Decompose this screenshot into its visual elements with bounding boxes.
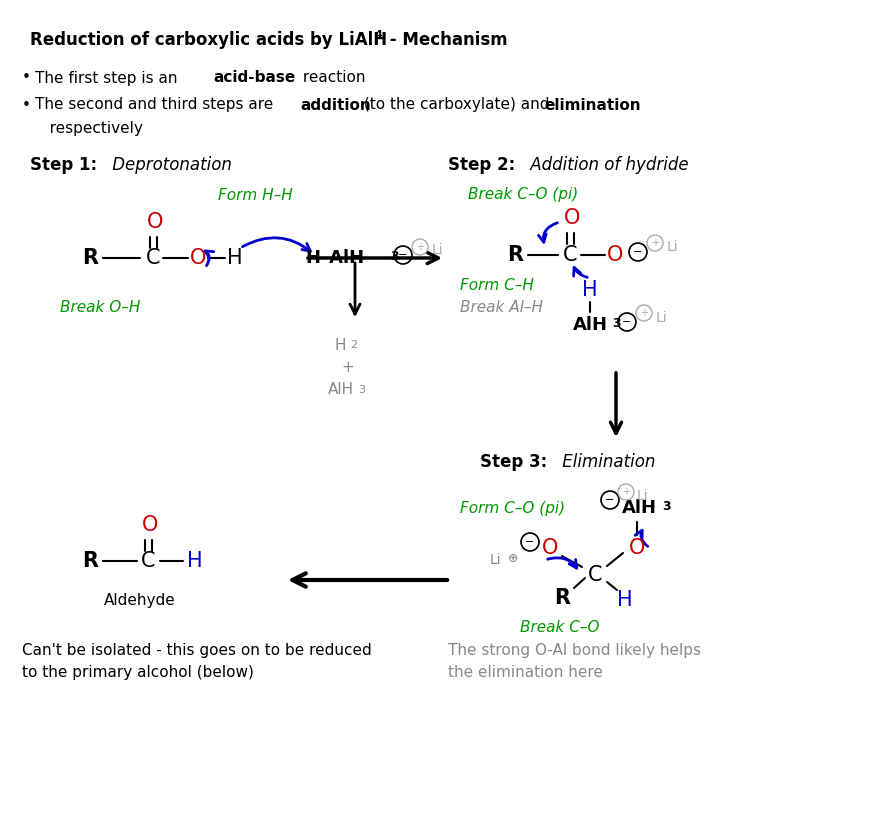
Text: H: H bbox=[617, 590, 633, 610]
Text: The strong O-Al bond likely helps: The strong O-Al bond likely helps bbox=[448, 642, 701, 657]
Text: the elimination here: the elimination here bbox=[448, 665, 603, 680]
Text: ⊕: ⊕ bbox=[508, 551, 519, 564]
Text: AlH: AlH bbox=[573, 316, 608, 334]
Text: Addition of hydride: Addition of hydride bbox=[525, 156, 689, 174]
Text: R: R bbox=[554, 588, 570, 608]
Text: AlH: AlH bbox=[328, 383, 354, 398]
Text: 2: 2 bbox=[350, 340, 358, 350]
Text: to the primary alcohol (below): to the primary alcohol (below) bbox=[22, 665, 254, 680]
Text: 3: 3 bbox=[390, 250, 399, 263]
Text: Li: Li bbox=[490, 553, 501, 567]
Text: Li: Li bbox=[667, 240, 678, 254]
Text: The second and third steps are: The second and third steps are bbox=[35, 97, 278, 113]
Text: C: C bbox=[140, 551, 155, 571]
Text: O: O bbox=[142, 515, 158, 535]
Text: Form C–O (pi): Form C–O (pi) bbox=[460, 500, 565, 515]
Text: R: R bbox=[82, 551, 98, 571]
Text: acid-base: acid-base bbox=[213, 71, 296, 85]
Text: Form C–H: Form C–H bbox=[460, 277, 534, 292]
Text: Break C–O (pi): Break C–O (pi) bbox=[468, 188, 578, 203]
Text: −: − bbox=[633, 247, 643, 257]
Text: addition: addition bbox=[300, 97, 371, 113]
Text: (to the carboxylate) and: (to the carboxylate) and bbox=[359, 97, 555, 113]
Text: Break C–O: Break C–O bbox=[521, 621, 600, 636]
Text: Li: Li bbox=[432, 243, 444, 257]
Text: Reduction of carboxylic acids by LiAlH: Reduction of carboxylic acids by LiAlH bbox=[30, 31, 387, 49]
Text: +: + bbox=[416, 242, 424, 252]
Text: Elimination: Elimination bbox=[557, 453, 656, 471]
Text: O: O bbox=[542, 538, 558, 558]
Text: 3: 3 bbox=[662, 500, 671, 513]
Text: −: − bbox=[525, 537, 535, 547]
Text: Deprotonation: Deprotonation bbox=[107, 156, 232, 174]
Text: Aldehyde: Aldehyde bbox=[104, 593, 176, 608]
Text: −: − bbox=[623, 317, 631, 327]
Text: Form H–H: Form H–H bbox=[218, 188, 292, 203]
Text: R: R bbox=[507, 245, 523, 265]
Text: Can't be isolated - this goes on to be reduced: Can't be isolated - this goes on to be r… bbox=[22, 642, 371, 657]
Text: Break Al–H: Break Al–H bbox=[460, 300, 543, 315]
Text: C: C bbox=[146, 248, 160, 268]
Text: 3: 3 bbox=[358, 385, 365, 395]
Text: 3: 3 bbox=[612, 317, 621, 330]
Text: O: O bbox=[190, 248, 206, 268]
Text: R: R bbox=[82, 248, 98, 268]
Text: •: • bbox=[22, 71, 31, 85]
Text: Step 3:: Step 3: bbox=[480, 453, 548, 471]
Text: Li: Li bbox=[656, 311, 668, 325]
Text: Step 2:: Step 2: bbox=[448, 156, 515, 174]
Text: +: + bbox=[342, 360, 354, 375]
Text: H–AlH: H–AlH bbox=[305, 249, 364, 267]
Text: O: O bbox=[564, 208, 580, 228]
Text: H: H bbox=[334, 338, 346, 353]
Text: •: • bbox=[22, 97, 31, 113]
Text: Step 1:: Step 1: bbox=[30, 156, 97, 174]
Text: 4: 4 bbox=[374, 30, 382, 40]
Text: +: + bbox=[640, 308, 648, 318]
Text: +: + bbox=[622, 487, 630, 497]
Text: O: O bbox=[607, 245, 623, 265]
Text: O: O bbox=[629, 538, 645, 558]
Text: C: C bbox=[588, 565, 603, 585]
Text: H: H bbox=[187, 551, 203, 571]
Text: AlH: AlH bbox=[622, 499, 657, 517]
Text: - Mechanism: - Mechanism bbox=[384, 31, 508, 49]
Text: C: C bbox=[562, 245, 577, 265]
Text: respectively: respectively bbox=[35, 120, 143, 135]
Text: reaction: reaction bbox=[298, 71, 365, 85]
Text: Break O–H: Break O–H bbox=[60, 300, 140, 315]
Text: −: − bbox=[605, 495, 615, 505]
Text: −: − bbox=[399, 250, 408, 260]
Text: elimination: elimination bbox=[544, 97, 641, 113]
Text: Li: Li bbox=[637, 489, 649, 503]
Text: O: O bbox=[146, 212, 163, 232]
Text: H: H bbox=[228, 248, 242, 268]
Text: The first step is an: The first step is an bbox=[35, 71, 182, 85]
Text: +: + bbox=[651, 238, 659, 248]
Text: H: H bbox=[582, 280, 598, 300]
